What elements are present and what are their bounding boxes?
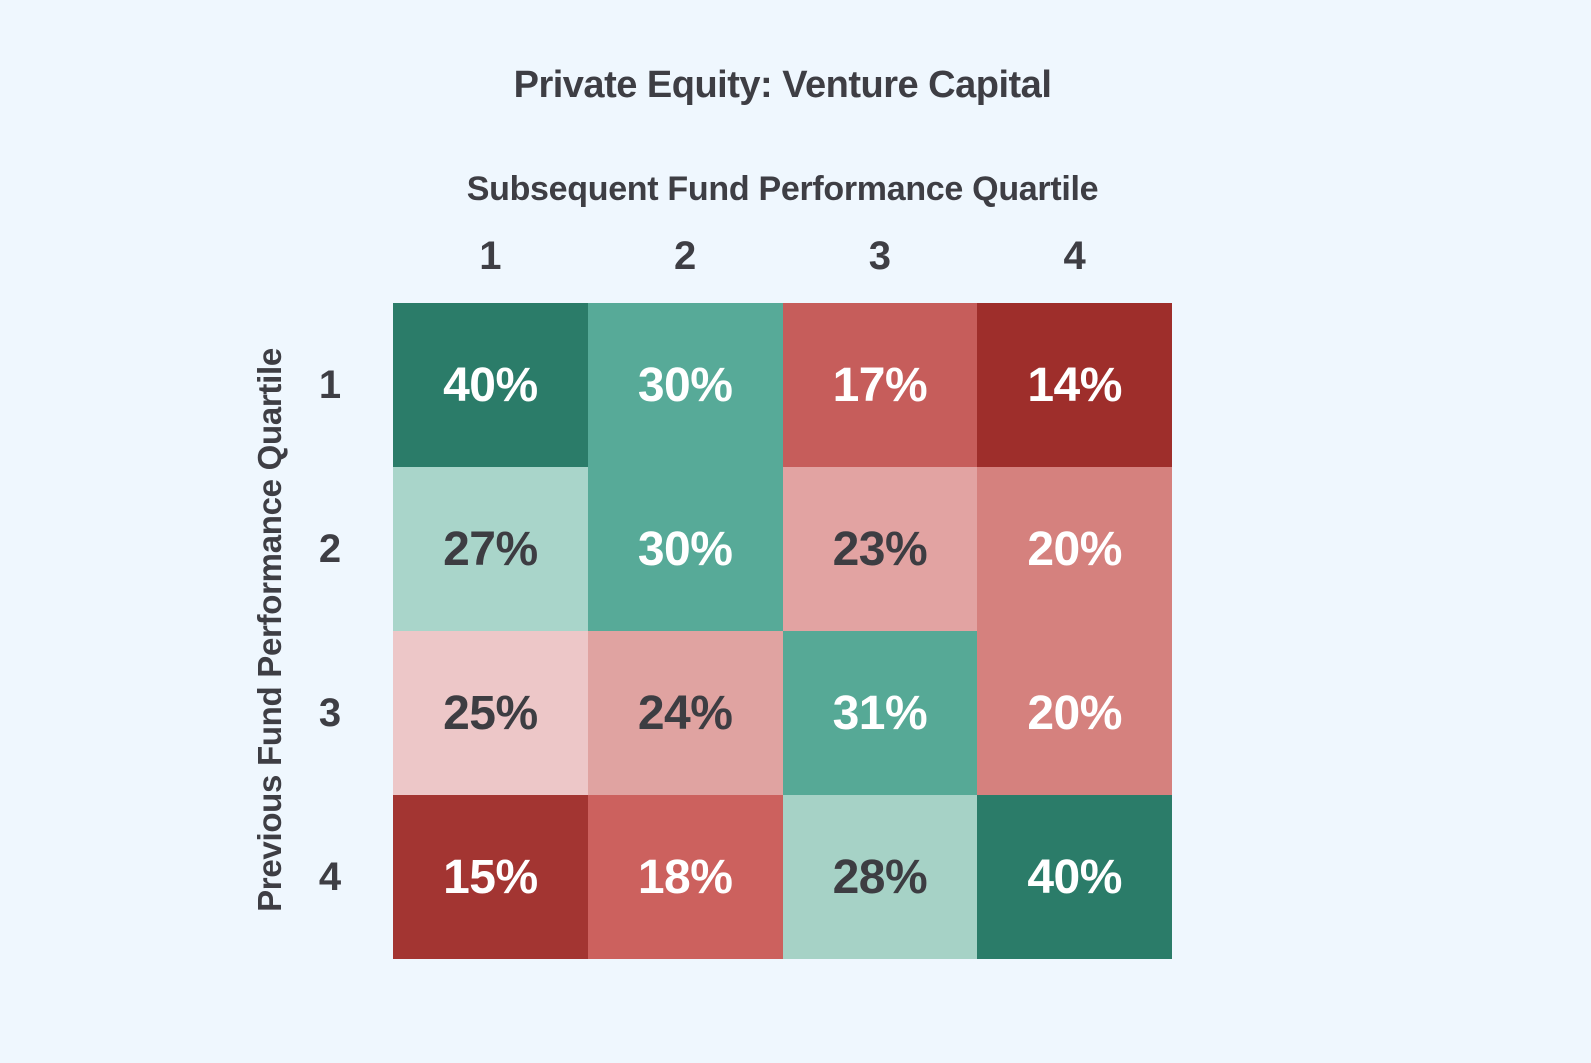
x-tick-label-3: 3 [868,234,891,278]
x-tick-label-4: 4 [1063,234,1086,278]
heatmap-cell-r2c3: 23% [782,467,978,631]
cell-value-label: 14% [1027,358,1122,412]
cell-value-label: 17% [832,358,928,412]
cell-value-label: 27% [443,522,538,576]
cell-value-label: 23% [832,522,928,576]
heatmap-cell-r3c1: 25% [393,631,588,795]
cell-value-label: 40% [1027,850,1122,904]
heatmap-cell-r4c4: 40% [977,795,1172,959]
cell-value-label: 30% [637,522,733,576]
cell-value-label: 31% [832,686,928,740]
cell-value-label: 30% [637,358,733,412]
cell-value-label: 28% [832,850,928,904]
cell-value-label: 20% [1027,686,1122,740]
heatmap-cell-r4c1: 15% [393,795,588,959]
y-tick-label-4: 4 [318,854,342,899]
y-tick-label-3: 3 [318,690,342,735]
cell-value-label: 25% [443,686,538,740]
cell-value-label: 40% [443,358,538,412]
x-axis-title: Subsequent Fund Performance Quartile [466,170,1099,208]
heatmap-cell-r3c2: 24% [587,631,783,795]
heatmap-cell-r1c2: 30% [587,303,783,467]
heatmap-cell-r1c1: 40% [393,303,588,467]
heatmap-cell-r2c1: 27% [393,467,588,631]
heatmap-cell-r1c3: 17% [782,303,978,467]
cell-value-label: 15% [443,850,538,904]
cell-value-label: 18% [637,850,733,904]
x-tick-label-2: 2 [674,234,697,278]
y-tick-label-2: 2 [318,526,342,571]
heatmap-cell-r4c2: 18% [587,795,783,959]
heatmap-grid: 40% 30% 17% 14% 27% 30% 23% 20% 25% 24% 31% 20% 15% 1… [393,303,1172,959]
heatmap-cell-r3c3: 31% [782,631,978,795]
cell-value-label: 24% [637,686,733,740]
y-axis-tick-labels: 1 2 3 4 [268,303,392,959]
x-tick-label-1: 1 [479,234,502,278]
y-tick-label-1: 1 [318,362,342,407]
heatmap-cell-r4c3: 28% [782,795,978,959]
heatmap-cell-r3c4: 20% [977,631,1172,795]
x-axis-tick-labels: 1 2 3 4 [393,232,1172,280]
heatmap-cell-r2c4: 20% [977,467,1172,631]
heatmap-cell-r2c2: 30% [587,467,783,631]
heatmap-cell-r1c4: 14% [977,303,1172,467]
chart-title: Private Equity: Venture Capital [513,64,1052,106]
cell-value-label: 20% [1027,522,1122,576]
